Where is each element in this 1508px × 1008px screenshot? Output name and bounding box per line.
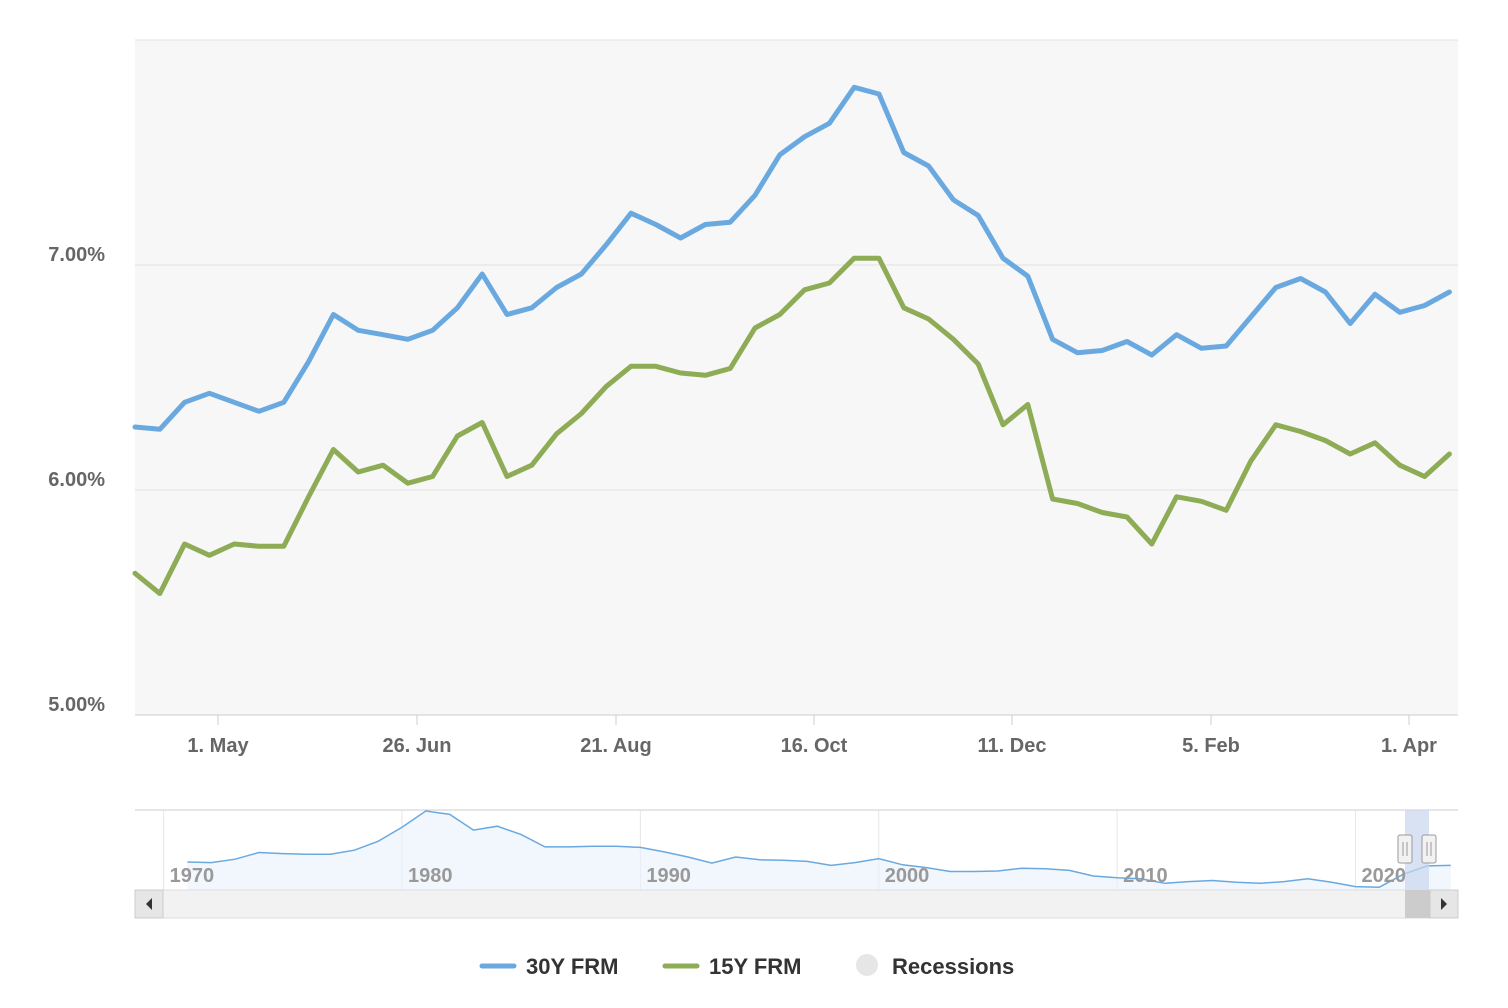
series-line-30y[interactable] (132, 84, 1452, 432)
legend: 30Y FRM 15Y FRM Recessions (479, 954, 1014, 979)
navigator-year-label: 1970 (170, 865, 215, 887)
y-tick-label: 5.00% (48, 694, 105, 716)
navigator-scrollbar[interactable] (134, 889, 1459, 919)
plot-background (135, 40, 1458, 715)
x-tick-label: 1. Apr (1381, 735, 1437, 757)
navigator-year-label: 2010 (1123, 865, 1168, 887)
legend-item-15y[interactable]: 15Y FRM (662, 954, 802, 979)
navigator-year-label: 1980 (408, 865, 453, 887)
x-tick-label: 26. Jun (383, 735, 452, 757)
legend-label-recessions: Recessions (892, 954, 1014, 979)
scroll-left-button[interactable] (134, 889, 164, 919)
legend-item-recessions[interactable]: Recessions (856, 954, 1014, 979)
x-tick-label: 16. Oct (781, 735, 848, 757)
navigator[interactable]: 1970 1980 1990 2000 2010 2020 (135, 809, 1458, 890)
y-tick-label: 6.00% (48, 469, 105, 491)
x-axis: 1. May 26. Jun 21. Aug 16. Oct 11. Dec 5. Feb… (187, 715, 1437, 757)
navigator-labels: 1970 1980 1990 2000 2010 2020 (170, 865, 1406, 887)
legend-symbol-recessions (856, 954, 878, 976)
series-group (132, 84, 1452, 596)
x-tick-label: 1. May (187, 735, 249, 757)
legend-item-30y[interactable]: 30Y FRM (479, 954, 619, 979)
y-axis: 5.00% 6.00% 7.00% (48, 244, 105, 716)
y-tick-label: 7.00% (48, 244, 105, 266)
x-tick-label: 21. Aug (580, 735, 652, 757)
scroll-right-button[interactable] (1429, 889, 1459, 919)
navigator-line (187, 810, 1451, 888)
navigator-right-handle[interactable] (1421, 834, 1437, 864)
scrollbar-track[interactable] (134, 889, 1459, 919)
x-tick-label: 5. Feb (1182, 735, 1240, 757)
arrow-right-icon (1441, 898, 1447, 910)
x-tick-label: 11. Dec (978, 735, 1047, 757)
scrollbar-thumb[interactable] (1405, 890, 1431, 918)
navigator-year-label: 2020 (1361, 865, 1406, 887)
legend-label-30y: 30Y FRM (526, 954, 619, 979)
navigator-area (187, 811, 1451, 890)
arrow-left-icon (146, 898, 152, 910)
legend-label-15y: 15Y FRM (709, 954, 802, 979)
navigator-left-handle[interactable] (1397, 834, 1413, 864)
series-line-15y[interactable] (132, 255, 1452, 596)
navigator-year-label: 2000 (885, 865, 930, 887)
navigator-year-label: 1990 (646, 865, 691, 887)
